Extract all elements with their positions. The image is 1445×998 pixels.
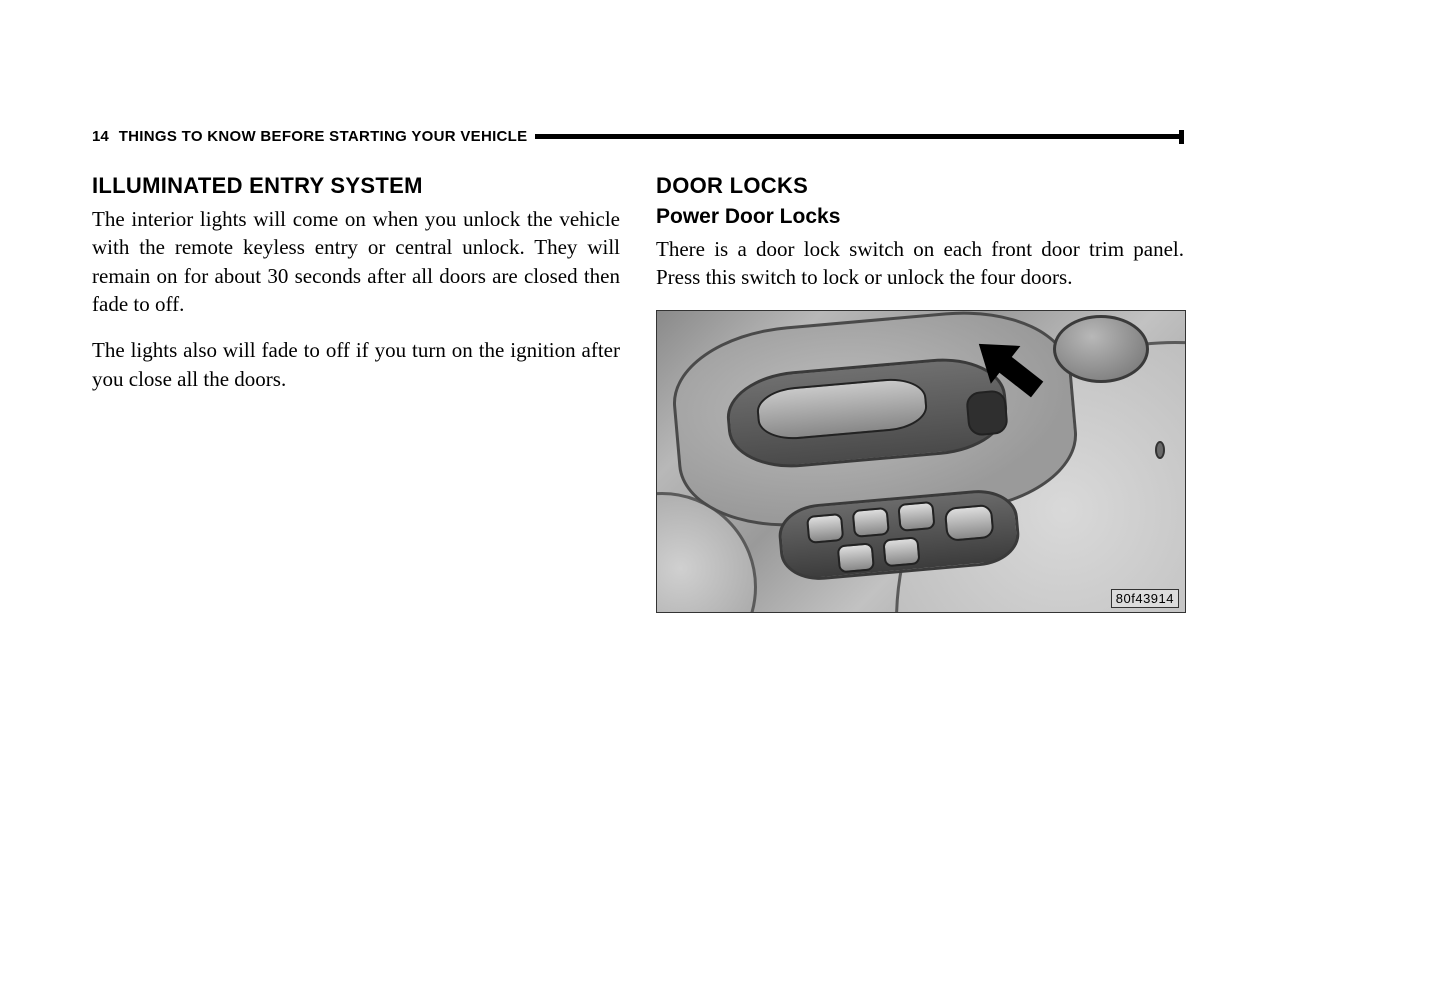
right-column: DOOR LOCKS Power Door Locks There is a d…	[656, 173, 1184, 613]
body-paragraph: The interior lights will come on when yo…	[92, 205, 620, 318]
window-switch	[837, 542, 875, 573]
heading-illuminated-entry: ILLUMINATED ENTRY SYSTEM	[92, 173, 620, 199]
door-lock-switch	[965, 389, 1009, 436]
window-switch	[882, 536, 920, 567]
section-title: THINGS TO KNOW BEFORE STARTING YOUR VEHI…	[119, 128, 528, 145]
figure-id-label: 80f43914	[1111, 589, 1179, 608]
manual-page: 14 THINGS TO KNOW BEFORE STARTING YOUR V…	[92, 128, 1184, 613]
window-switch	[806, 513, 844, 544]
mirror-control	[1053, 315, 1149, 383]
header-rule	[535, 134, 1179, 139]
window-switch	[852, 507, 890, 538]
two-column-layout: ILLUMINATED ENTRY SYSTEM The interior li…	[92, 173, 1184, 613]
body-paragraph: The lights also will fade to off if you …	[92, 336, 620, 393]
heading-door-locks: DOOR LOCKS	[656, 173, 1184, 199]
door-panel-illustration: 80f43914	[656, 310, 1186, 613]
panel-detail-dot	[1155, 441, 1165, 459]
page-number: 14	[92, 128, 109, 145]
left-column: ILLUMINATED ENTRY SYSTEM The interior li…	[92, 173, 620, 613]
window-lockout-switch	[944, 503, 995, 541]
window-switch	[897, 501, 935, 532]
header-rule-cap	[1179, 130, 1184, 144]
page-header: 14 THINGS TO KNOW BEFORE STARTING YOUR V…	[92, 128, 1184, 145]
subheading-power-door-locks: Power Door Locks	[656, 205, 1184, 229]
body-paragraph: There is a door lock switch on each fron…	[656, 235, 1184, 292]
